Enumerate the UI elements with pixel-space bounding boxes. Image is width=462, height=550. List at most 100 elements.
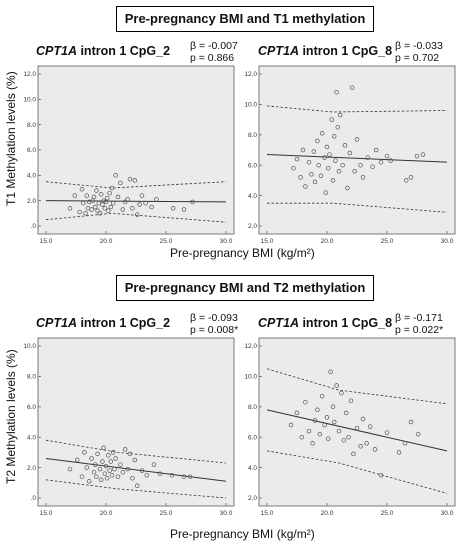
data-point — [364, 441, 369, 446]
y-tick-label: 12.0 — [244, 343, 257, 350]
data-point — [319, 131, 325, 136]
panel-title-t1-cpg8: CPT1A intron 1 CpG_8 — [258, 44, 393, 58]
data-point — [388, 158, 393, 163]
data-point — [181, 474, 187, 479]
data-point — [104, 475, 110, 481]
data-point — [340, 162, 345, 168]
x-tick-label: 15.0 — [40, 238, 53, 245]
data-point — [408, 175, 414, 180]
y-tick-label: 10.0 — [23, 97, 36, 104]
data-point — [82, 450, 87, 455]
data-point — [107, 468, 112, 473]
data-point — [143, 200, 148, 206]
y-tick-label: 4.0 — [27, 173, 36, 180]
data-point — [306, 428, 312, 434]
data-point — [384, 430, 390, 435]
x-tick-label: 25.0 — [381, 238, 394, 245]
x-axis-label-t2: Pre-pregnancy BMI (kg/m²) — [170, 527, 315, 541]
regression-line — [266, 409, 448, 452]
data-point — [324, 415, 330, 420]
data-point — [360, 175, 366, 180]
section-title-t2: Pre-pregnancy BMI and T2 methylation — [116, 275, 374, 301]
data-point — [79, 474, 85, 479]
data-point — [98, 477, 104, 483]
data-point — [157, 471, 163, 476]
x-tick-label: 30.0 — [441, 510, 454, 517]
data-point — [144, 472, 150, 478]
data-point — [127, 176, 133, 182]
stat-t1-cpg8: β = -0.033 p = 0.702 — [395, 40, 443, 64]
x-tick-label: 15.0 — [261, 238, 274, 245]
data-point — [323, 190, 329, 195]
y-tick-label: 6.0 — [27, 404, 36, 411]
y-tick-label: 8.0 — [27, 122, 36, 129]
data-point — [79, 187, 85, 192]
data-point — [120, 207, 126, 212]
data-point — [100, 459, 105, 464]
y-tick-label: 8.0 — [248, 132, 257, 139]
data-point — [345, 185, 350, 191]
data-point — [335, 124, 341, 130]
x-tick-label: 30.0 — [220, 510, 233, 517]
data-point — [378, 472, 384, 478]
data-point — [115, 194, 121, 200]
data-point — [109, 185, 115, 191]
plot-area — [37, 337, 235, 507]
y-tick-label: 10.0 — [23, 343, 36, 350]
data-point — [378, 159, 384, 165]
data-point — [367, 424, 373, 429]
data-point — [334, 383, 339, 388]
data-point — [91, 469, 97, 475]
data-point — [115, 474, 121, 479]
data-point — [132, 178, 138, 183]
data-point — [72, 193, 78, 198]
data-point — [112, 466, 117, 472]
data-point — [84, 193, 90, 198]
data-point — [420, 152, 426, 157]
panel-title-t2-cpg8: CPT1A intron 1 CpG_8 — [258, 316, 393, 330]
data-point — [330, 404, 336, 410]
data-point — [118, 462, 123, 467]
data-point — [103, 463, 109, 469]
data-point — [109, 472, 115, 478]
data-point — [151, 462, 157, 467]
y-tick-label: 12.0 — [23, 71, 36, 78]
x-tick-label: 20.0 — [321, 238, 334, 245]
data-point — [67, 206, 73, 211]
plot-area — [258, 337, 456, 507]
data-point — [118, 180, 123, 186]
data-point — [122, 199, 128, 205]
data-point — [312, 418, 318, 423]
x-tick-label: 25.0 — [160, 238, 173, 245]
y-tick-label: 8.0 — [248, 404, 257, 411]
data-point — [336, 428, 342, 434]
y-tick-label: 2.0 — [248, 495, 257, 502]
data-point — [325, 436, 331, 441]
data-point — [309, 172, 314, 177]
data-point — [306, 159, 312, 165]
data-point — [291, 165, 296, 171]
data-point — [106, 453, 111, 458]
data-point — [113, 173, 118, 178]
data-point — [127, 451, 133, 457]
data-point — [134, 212, 140, 217]
ci-upper-line — [45, 439, 227, 464]
ci-lower-line — [45, 479, 227, 499]
x-tick-label: 30.0 — [220, 238, 233, 245]
y-tick-label: .0 — [31, 495, 37, 502]
data-point — [312, 179, 318, 185]
data-point — [372, 447, 378, 452]
data-point — [91, 194, 97, 200]
data-point — [139, 193, 145, 198]
regression-line — [266, 154, 448, 163]
data-point — [74, 457, 80, 463]
data-point — [333, 158, 338, 163]
data-point — [354, 425, 360, 431]
data-point — [95, 208, 100, 214]
data-point — [294, 410, 300, 416]
data-point — [125, 197, 130, 202]
data-point — [298, 175, 303, 180]
data-point — [97, 211, 103, 216]
data-point — [329, 117, 335, 122]
stat-t1-cpg2: β = -0.007 p = 0.866 — [190, 40, 238, 64]
